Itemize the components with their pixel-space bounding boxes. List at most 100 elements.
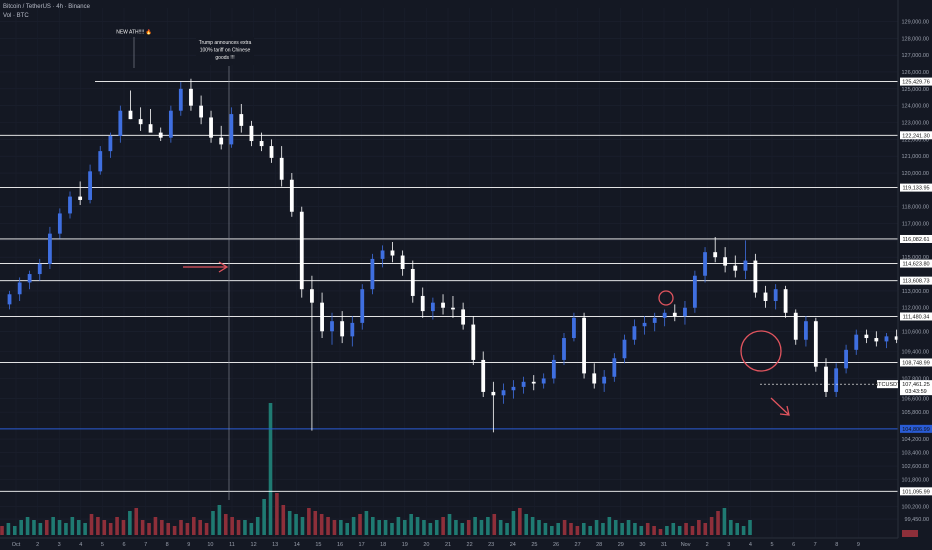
time-tick-label: 5 (770, 542, 773, 548)
volume-bar (518, 508, 522, 535)
time-tick-label: 25 (531, 542, 537, 548)
candle-body (360, 289, 365, 323)
price-tick-label: 123,000.00 (901, 121, 929, 127)
time-tick-label: 24 (510, 542, 516, 548)
volume-bar (434, 520, 439, 535)
price-tick-label: 112,000.00 (902, 306, 929, 312)
volume-bar (607, 517, 612, 535)
level-tag-text: 119,133.95 (902, 186, 929, 192)
level-tag-text: 113,608.73 (902, 279, 929, 285)
price-tick-label: 113,000.00 (902, 289, 929, 295)
candle-body (380, 250, 385, 259)
candle-body (602, 376, 607, 384)
candle-body (108, 135, 113, 152)
candle-body (824, 366, 828, 392)
volume-bar (134, 508, 139, 535)
candle-body (189, 88, 193, 106)
volume-bar (588, 526, 592, 535)
price-tick-label: 127,000.00 (901, 53, 929, 59)
price-tick-label: 106,600.00 (901, 397, 929, 403)
volume-bar (556, 523, 561, 535)
time-tick-label: 6 (792, 542, 795, 548)
candle-body (158, 132, 163, 138)
price-tick-label: 107,800.00 (901, 376, 929, 382)
volume-bar (198, 520, 202, 535)
volume-bar (709, 517, 714, 535)
volume-bar (428, 523, 433, 535)
volume-bar (38, 523, 43, 535)
volume-bar (575, 526, 580, 535)
price-tick-label: 99,450.00 (905, 517, 929, 523)
time-tick-label: 7 (144, 542, 147, 548)
volume-bar (562, 520, 567, 535)
time-tick-label: 23 (488, 542, 494, 548)
volume-bar (332, 520, 337, 535)
candle-body (884, 336, 889, 342)
volume-bar (140, 520, 145, 535)
candle-body (269, 146, 274, 158)
candle-body (390, 250, 395, 256)
volume-bar (351, 517, 356, 535)
candle-body (118, 110, 123, 136)
time-tick-label: 17 (359, 542, 365, 548)
volume-bar (12, 526, 17, 535)
time-tick-label: 12 (251, 542, 257, 548)
time-tick-label: Nov (681, 542, 691, 548)
price-tick-label: 103,400.00 (901, 451, 929, 457)
candle-body (652, 317, 657, 323)
candle-body (48, 233, 52, 264)
volume-bar (326, 517, 330, 535)
volume-bar (422, 520, 426, 535)
candle-body (289, 179, 294, 212)
time-tick-label: 15 (315, 542, 321, 548)
current-price-bg (900, 380, 932, 396)
volume-bar (364, 511, 369, 535)
time-axis: Oct 2 3 4 5 6 7 8 9 10 11 12 13 14 15 16 17 18 19 20 21 22 23 2… (0, 537, 898, 548)
volume-bar (601, 523, 605, 535)
volume-bar (594, 520, 599, 535)
volume-bar (287, 511, 292, 535)
volume-bar (505, 523, 509, 535)
level-tag-text: 101,095.99 (902, 489, 930, 495)
volume-bar (275, 493, 279, 535)
candle-body (622, 339, 627, 359)
candle-body (471, 324, 476, 360)
volume-bar (64, 523, 68, 535)
candle-body (834, 368, 839, 392)
candle-body (572, 317, 576, 339)
volume-bar (671, 523, 676, 535)
volume-bar (166, 523, 171, 535)
volume-bar (102, 520, 107, 535)
candle-body (713, 252, 718, 258)
time-tick-label: 18 (380, 542, 386, 548)
volume-bar (454, 520, 458, 535)
volume-bar (735, 523, 740, 535)
level-tag-text: 111,480.34 (903, 314, 930, 320)
price-tick-label: 101,800.00 (901, 477, 929, 483)
volume-bar (390, 523, 394, 535)
volume-bar (371, 517, 375, 535)
price-tick-label: 122,000.00 (901, 137, 929, 143)
volume-bar (377, 520, 381, 535)
volume-bar (690, 526, 695, 535)
level-tag-bg (900, 487, 932, 496)
volume-bar (281, 505, 286, 535)
level-tag-bg (900, 77, 932, 86)
volume-bar (447, 514, 452, 535)
candle-body (773, 289, 778, 301)
volume-bar (217, 505, 222, 535)
time-tick-label: 8 (166, 542, 169, 548)
price-tick-label: 100,200.00 (901, 504, 929, 510)
candle-body (461, 309, 466, 325)
candle-body (864, 334, 869, 339)
candle-body (259, 141, 264, 147)
time-tick-label: 2 (36, 542, 39, 548)
candle-body (753, 260, 758, 293)
candle-body (148, 124, 153, 133)
volume-bar (32, 520, 36, 535)
volume-bar (358, 514, 362, 535)
time-tick-label: 29 (618, 542, 624, 548)
price-tick-label: 128,000.00 (901, 36, 929, 42)
